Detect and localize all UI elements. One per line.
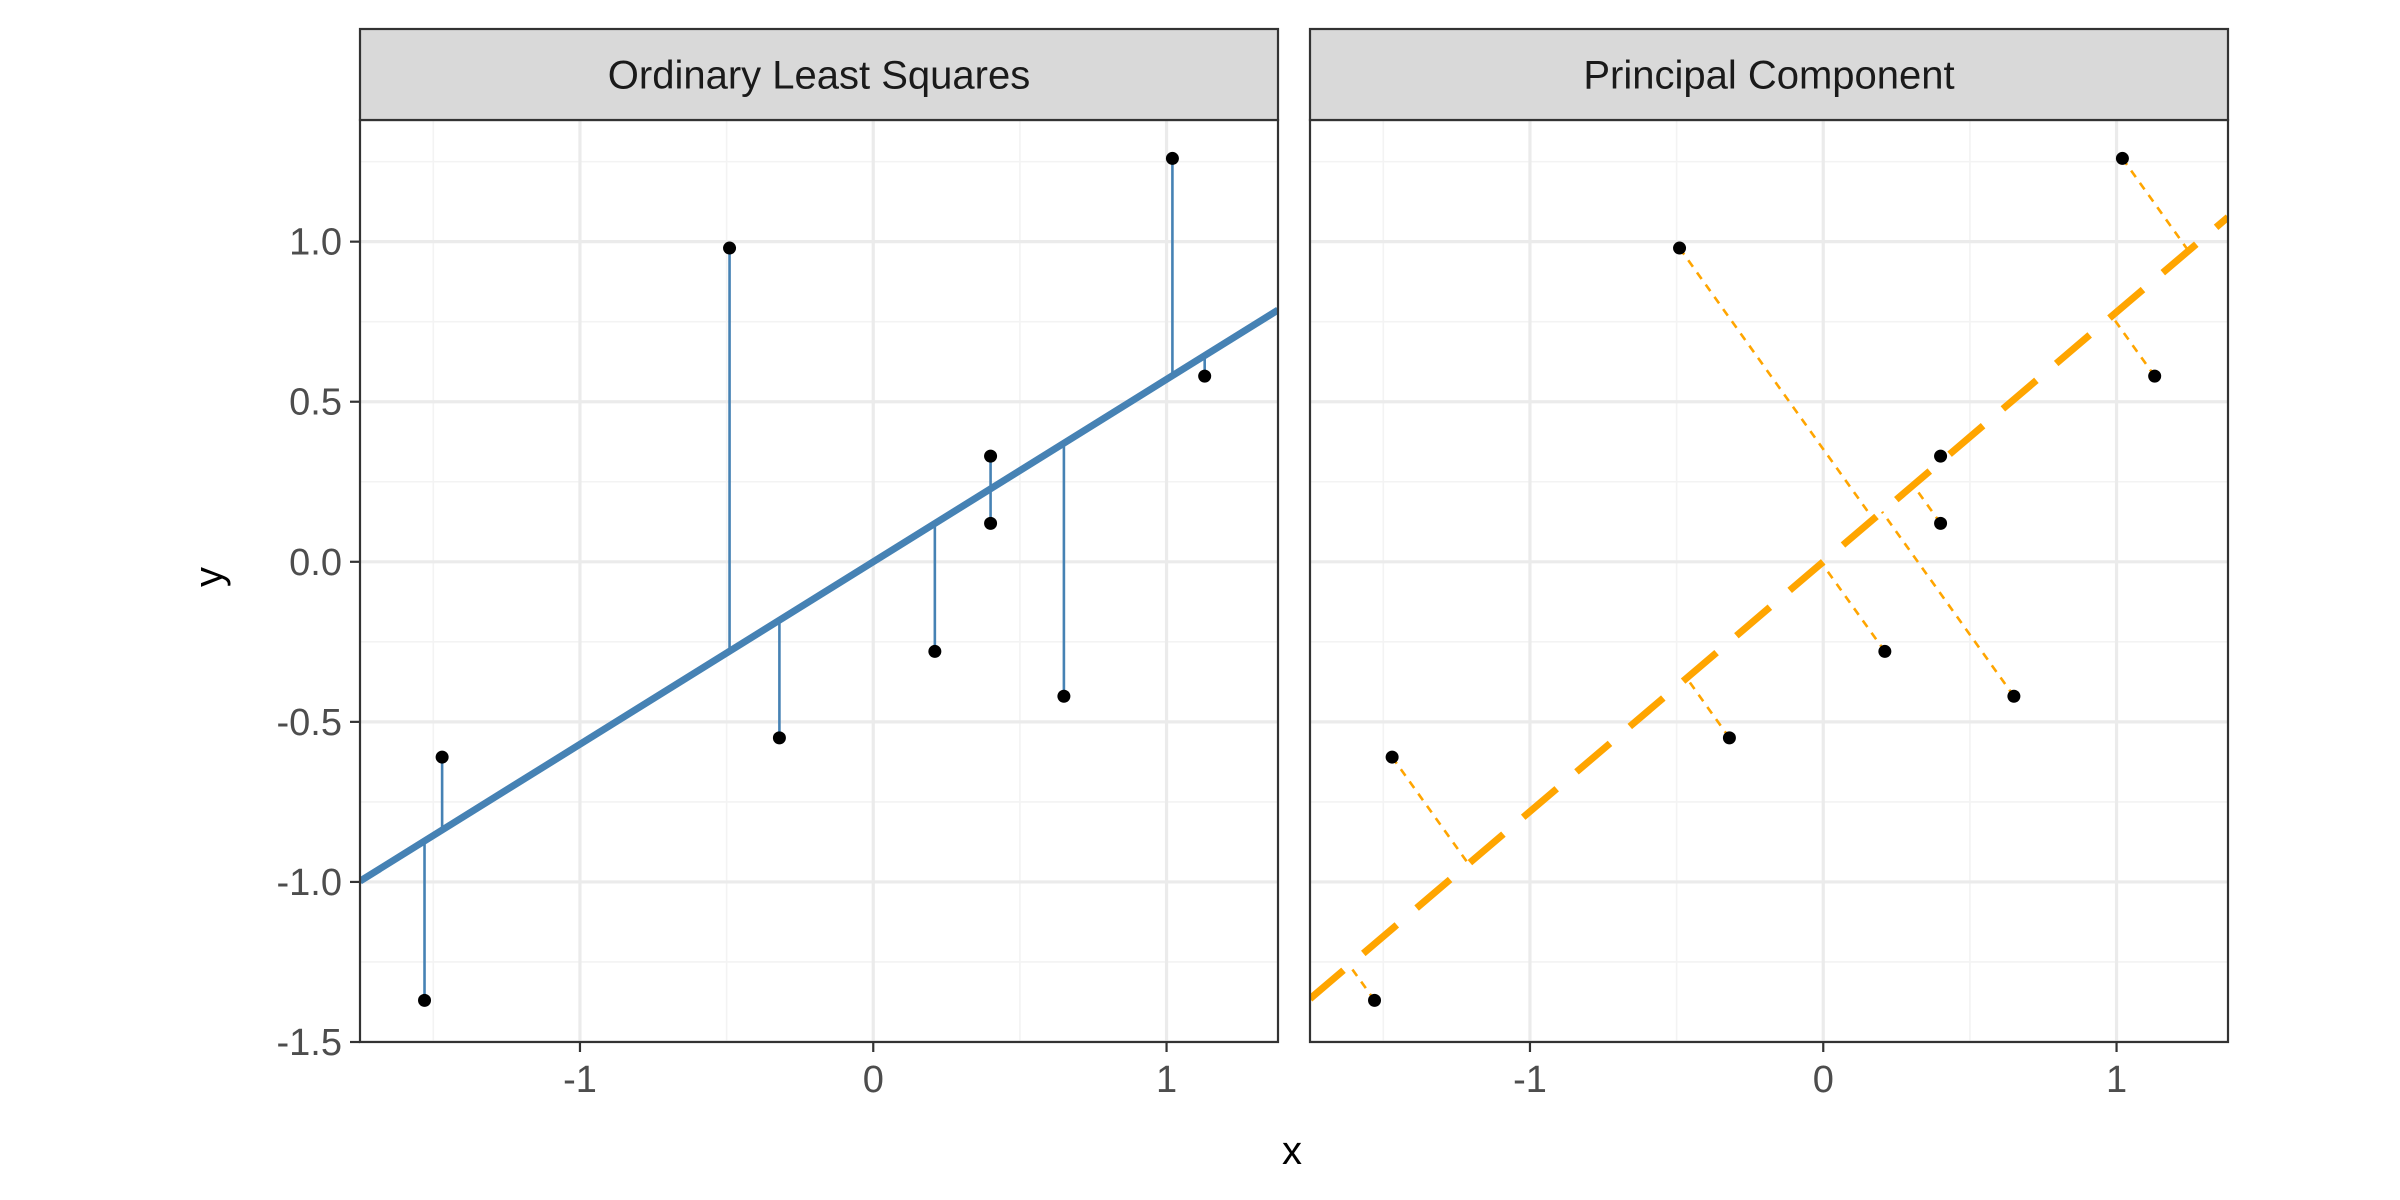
y-tick-label: -1.5 xyxy=(277,1022,342,1064)
residual-segment xyxy=(1685,677,1731,739)
marks xyxy=(360,151,1278,1007)
data-point xyxy=(2115,151,2129,165)
y-tick-label: 1.0 xyxy=(289,222,342,264)
x-tick-label: 1 xyxy=(2106,1059,2127,1101)
x-tick-label: 0 xyxy=(1813,1059,1834,1101)
data-point xyxy=(1722,731,1736,745)
x-tick-label: -1 xyxy=(1513,1059,1547,1101)
residual-segment xyxy=(1880,510,2015,698)
data-point xyxy=(723,241,737,255)
panel-pca: Principal Component -1 0 1 xyxy=(1308,27,2230,1101)
y-tick-label: 0.5 xyxy=(289,382,342,424)
data-point xyxy=(2148,369,2162,383)
y-axis-title: y xyxy=(187,567,231,587)
data-point xyxy=(984,516,998,530)
facet-strip xyxy=(1308,27,2230,122)
data-point xyxy=(1878,644,1892,658)
marks xyxy=(1310,151,2228,1007)
residual-segment xyxy=(1820,562,1886,653)
data-point xyxy=(1934,449,1948,463)
y-tick-label: -0.5 xyxy=(277,702,342,744)
data-point xyxy=(1057,689,1071,703)
data-point xyxy=(1198,369,1212,383)
facet-strip xyxy=(358,27,1280,122)
data-point xyxy=(928,644,942,658)
data-point xyxy=(1673,241,1687,255)
ols-fit-line xyxy=(360,306,1278,885)
panel-ols: Ordinary Least Squares -1 0 1 xyxy=(358,27,1280,1101)
principal-component-line xyxy=(1310,214,2228,1002)
data-point xyxy=(418,993,432,1007)
y-tick-label: -1.0 xyxy=(277,862,342,904)
data-point xyxy=(772,731,786,745)
facet-title: Ordinary Least Squares xyxy=(608,54,1030,98)
residual-segment xyxy=(1391,756,1470,865)
data-point xyxy=(1385,750,1399,764)
residual-segment xyxy=(2110,315,2156,377)
residual-segment xyxy=(1912,484,1942,525)
data-point xyxy=(1165,151,1179,165)
plot-background xyxy=(360,120,1278,1042)
x-tick-label: 0 xyxy=(863,1059,884,1101)
y-tick-label: 0.0 xyxy=(289,542,342,584)
residual-segment xyxy=(1348,964,1376,1002)
data-point xyxy=(1368,993,1382,1007)
data-point xyxy=(1934,516,1948,530)
data-point xyxy=(984,449,998,463)
x-axis-title: x xyxy=(1282,1129,1302,1173)
plot-background xyxy=(1310,120,2228,1042)
gridlines xyxy=(1310,120,2228,1042)
residual-segment xyxy=(1678,247,1875,520)
residual-segment xyxy=(2121,157,2190,252)
facet-title: Principal Component xyxy=(1583,54,1954,98)
y-axis: -1.5 -1.0 -0.5 0.0 0.5 1.0 xyxy=(277,222,360,1064)
data-point xyxy=(2007,689,2021,703)
x-tick-label: 1 xyxy=(1156,1059,1177,1101)
data-point xyxy=(435,750,449,764)
x-tick-label: -1 xyxy=(563,1059,597,1101)
